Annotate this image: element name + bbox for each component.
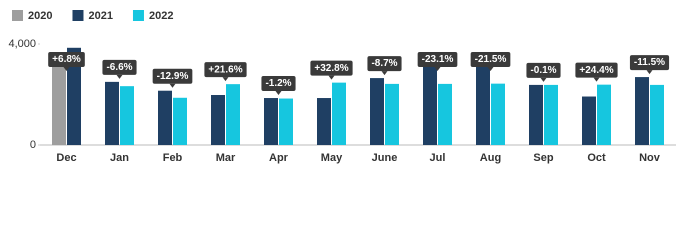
bar	[491, 83, 505, 145]
annotation	[48, 52, 85, 71]
legend-label: 2021	[88, 10, 112, 22]
annotation-label: +6.8%	[52, 54, 81, 65]
bar	[650, 84, 664, 145]
annotation	[204, 62, 247, 82]
annotation-label: -21.5%	[475, 54, 507, 65]
annotation-pointer	[222, 77, 229, 82]
bar	[476, 66, 490, 145]
annotation	[629, 55, 670, 75]
annotation-box	[261, 76, 296, 92]
legend-swatch	[12, 10, 23, 21]
x-tick-label: Jan	[110, 152, 129, 164]
bar	[370, 78, 384, 145]
annotation-box	[152, 68, 193, 84]
x-tick-label: June	[372, 152, 398, 164]
annotation-pointer	[116, 74, 123, 79]
annotation-pointer	[540, 77, 547, 82]
annotation	[152, 68, 193, 88]
bar	[544, 84, 558, 145]
chart: 2020 2021 2022 0 4,000 Dec +6.8% Jan -6.6% Feb -12…	[8, 10, 676, 164]
annotation-pointer	[63, 67, 70, 71]
annotation	[526, 62, 561, 82]
legend-label: 2020	[28, 10, 52, 22]
annotation	[102, 59, 137, 79]
annotation-box	[204, 62, 247, 78]
annotation-label: +32.8%	[314, 63, 348, 74]
x-tick-label: Nov	[639, 152, 661, 164]
bar	[529, 84, 543, 145]
x-tick-label: Mar	[216, 152, 236, 164]
x-tick-label: Feb	[163, 152, 183, 164]
x-tick-label: Jul	[430, 152, 446, 164]
bar	[67, 47, 81, 145]
annotation-pointer	[275, 91, 282, 96]
annotation-pointer	[434, 67, 441, 71]
annotation-label: -6.6%	[106, 62, 132, 73]
legend-swatch	[72, 10, 84, 21]
bar	[423, 65, 437, 145]
annotation-pointer	[487, 67, 494, 71]
annotation-label: -12.9%	[157, 71, 189, 82]
bar	[635, 77, 649, 145]
x-tick-label: Dec	[56, 152, 76, 164]
annotation-box	[48, 52, 85, 67]
annotation-label: -8.7%	[371, 58, 397, 69]
annotation	[367, 56, 402, 76]
annotation-label: +24.4%	[579, 65, 613, 76]
x-tick-label: Oct	[587, 152, 606, 164]
annotation-pointer	[593, 77, 600, 82]
bar	[226, 84, 240, 145]
annotation-box	[470, 52, 511, 67]
bar	[279, 98, 293, 145]
y-tick-label: 0	[30, 139, 36, 151]
legend-label: 2022	[149, 10, 173, 22]
bar	[264, 98, 278, 145]
annotation	[417, 52, 458, 71]
annotation-pointer	[381, 71, 388, 76]
annotation-pointer	[646, 70, 653, 75]
x-tick-label: Aug	[480, 152, 501, 164]
annotation-box	[367, 56, 402, 72]
annotation-box	[526, 62, 561, 78]
bar	[385, 83, 399, 145]
x-tick-label: May	[321, 152, 343, 164]
annotation-box	[310, 60, 353, 76]
bar	[211, 95, 225, 145]
annotation-box	[629, 55, 670, 71]
bar	[173, 97, 187, 145]
bar	[52, 54, 66, 145]
y-tick-label: 4,000	[8, 38, 36, 50]
bar	[582, 96, 596, 145]
bar	[105, 81, 119, 145]
annotation	[470, 52, 511, 71]
annotation-box	[417, 52, 458, 67]
annotation-box	[102, 59, 137, 75]
bar	[332, 82, 346, 145]
annotation	[310, 60, 353, 80]
annotation-pointer	[169, 83, 176, 88]
bar	[438, 83, 452, 145]
x-tick-label: Sep	[533, 152, 553, 164]
annotation-label: -23.1%	[422, 54, 454, 65]
bar	[317, 98, 331, 145]
x-tick-label: Apr	[269, 152, 289, 164]
annotation	[575, 62, 618, 82]
annotation-label: -0.1%	[530, 65, 556, 76]
legend-swatch	[132, 10, 144, 21]
annotation-box	[575, 62, 618, 78]
annotation-label: +21.6%	[208, 64, 242, 75]
annotation-label: -1.2%	[265, 78, 291, 89]
bar	[120, 86, 134, 145]
bar	[597, 84, 611, 145]
bar	[158, 90, 172, 145]
annotation-label: -11.5%	[634, 57, 665, 68]
annotation	[261, 76, 296, 96]
annotation-pointer	[328, 75, 335, 80]
